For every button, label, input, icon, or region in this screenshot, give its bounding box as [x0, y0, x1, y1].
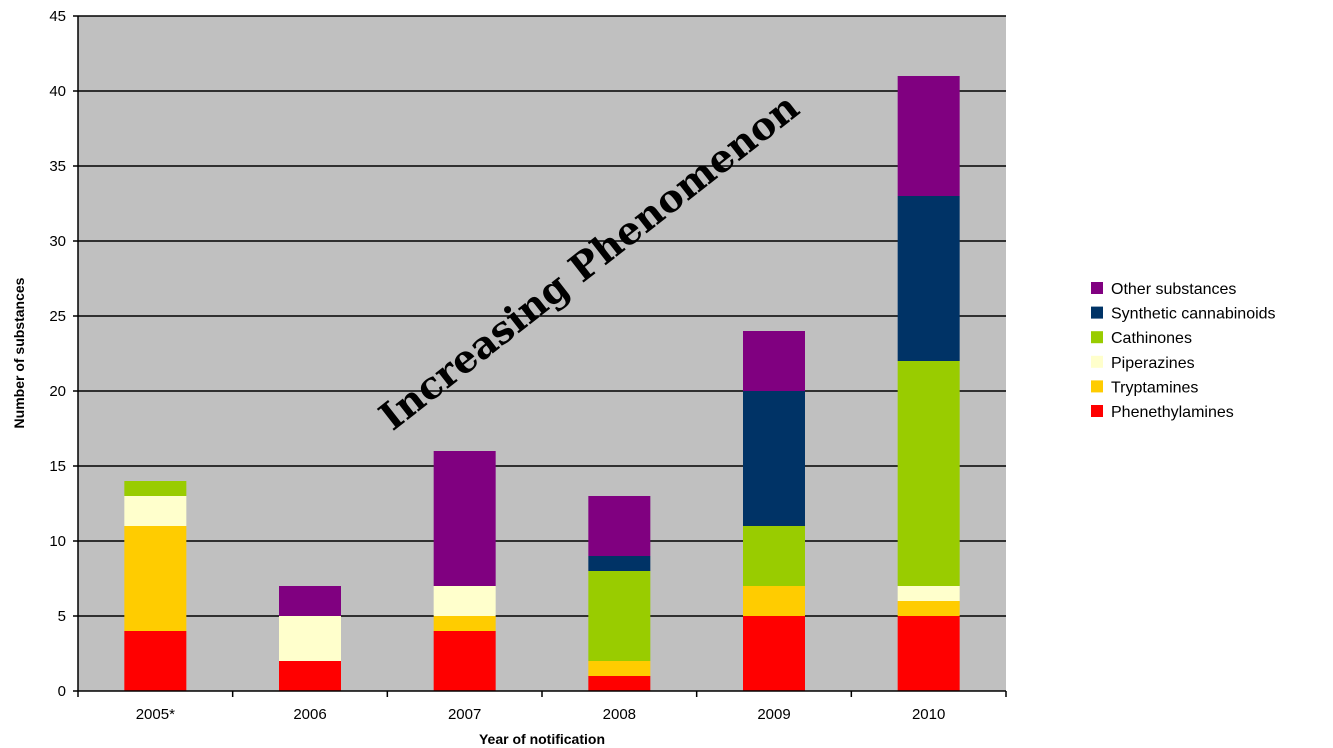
legend-swatch	[1091, 282, 1103, 294]
x-tick-label: 2006	[293, 706, 326, 723]
legend-swatch	[1091, 380, 1103, 393]
bar-segment	[124, 631, 187, 691]
legend-swatch	[1091, 355, 1103, 368]
bar-segment	[588, 571, 651, 661]
y-tick-label: 10	[49, 533, 66, 550]
x-tick-label: 2010	[912, 706, 945, 723]
y-tick-label: 20	[49, 383, 66, 400]
y-tick-label: 5	[58, 608, 66, 625]
bar-segment	[433, 586, 496, 616]
bar-segment	[433, 631, 496, 691]
bar-segment	[897, 616, 960, 691]
x-tick-labels: 2005* 2006 2007 2008 2009 2010	[136, 706, 946, 723]
bar-segment	[897, 76, 960, 196]
legend-swatch	[1091, 306, 1103, 319]
x-tick-label: 2005*	[136, 706, 175, 723]
y-tick-label: 45	[49, 8, 66, 25]
plot-area	[78, 16, 1006, 691]
gridlines	[78, 15, 1006, 617]
bar-segment	[743, 586, 805, 616]
bar-segment	[743, 526, 805, 586]
bar-segment	[743, 616, 805, 691]
bars	[124, 76, 960, 691]
bar-segment	[124, 496, 187, 526]
bar-segment	[279, 616, 341, 661]
bar-segment	[433, 451, 496, 586]
bar-segment	[588, 496, 651, 556]
y-tick-label: 15	[49, 458, 66, 475]
bar-segment	[279, 586, 341, 616]
legend-label: Synthetic cannabinoids	[1111, 306, 1276, 323]
y-tick-labels: 0 5 10 15 20 25 30 35 40 45	[49, 8, 66, 700]
legend-label: Phenethylamines	[1111, 404, 1234, 421]
x-tick-label: 2007	[448, 706, 481, 723]
bar-segment	[897, 586, 960, 601]
bar-segment	[588, 676, 651, 691]
bar-segment	[588, 556, 651, 571]
x-axis-title: Year of notification	[479, 731, 605, 747]
legend-swatch	[1091, 405, 1103, 417]
y-tick-label: 35	[49, 158, 66, 175]
y-tick-label: 40	[49, 83, 66, 100]
y-tick-label: 0	[58, 683, 66, 700]
x-tick-label: 2009	[757, 706, 790, 723]
bar-segment	[897, 196, 960, 361]
bar-segment	[433, 616, 496, 631]
bar-segment	[124, 526, 187, 631]
bar-segment	[743, 391, 805, 526]
legend-label: Cathinones	[1111, 330, 1192, 347]
axes	[73, 15, 1007, 697]
legend-label: Other substances	[1111, 281, 1236, 298]
legend-label: Tryptamines	[1111, 379, 1198, 396]
legend-swatch	[1091, 331, 1103, 344]
legend-label: Piperazines	[1111, 355, 1195, 372]
bar-segment	[279, 661, 341, 691]
bar-segment	[897, 601, 960, 616]
bar-segment	[743, 331, 805, 391]
y-tick-label: 30	[49, 233, 66, 250]
x-tick-label: 2008	[603, 706, 636, 723]
y-axis-title: Number of substances	[11, 277, 27, 428]
bar-segment	[897, 361, 960, 586]
bar-segment	[124, 481, 187, 496]
legend: Other substances Synthetic cannabinoids Ca…	[1091, 281, 1276, 421]
y-tick-label: 25	[49, 308, 66, 325]
bar-segment	[588, 661, 651, 676]
